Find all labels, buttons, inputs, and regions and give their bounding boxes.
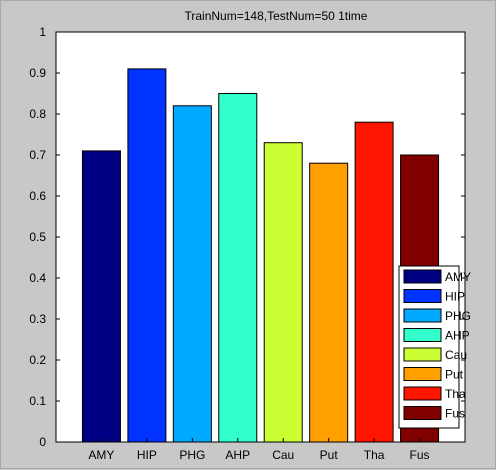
bar-put	[309, 162, 349, 443]
y-tick-label: 0.6	[29, 189, 46, 203]
bar-ahp	[218, 93, 258, 443]
y-tick-label: 0.3	[29, 312, 46, 326]
legend-label-amy: AMY	[445, 270, 471, 284]
legend-label-fus: Fus	[445, 407, 465, 421]
bar-cau	[263, 142, 303, 443]
x-tick-label: PHG	[179, 448, 205, 462]
legend-label-hip: HIP	[445, 290, 465, 304]
bar-hip	[127, 68, 167, 443]
bar-tha	[354, 121, 394, 443]
y-tick-label: 1	[39, 25, 46, 39]
legend-swatch-fus	[403, 406, 442, 420]
y-tick-label: 0.5	[29, 230, 46, 244]
legend-swatch-phg	[403, 308, 442, 323]
x-tick-label: Cau	[272, 448, 294, 462]
x-tick-label: AHP	[225, 448, 250, 462]
legend-label-put: Put	[445, 368, 464, 382]
x-tick-label: AMY	[88, 448, 114, 462]
x-tick-label: Fus	[410, 448, 430, 462]
y-tick-label: 0.9	[29, 66, 46, 80]
bar-phg	[172, 105, 212, 443]
legend-swatch-cau	[403, 347, 442, 362]
y-tick-label: 0	[39, 435, 46, 449]
legend-swatch-amy	[403, 269, 442, 284]
legend-swatch-hip	[403, 289, 442, 303]
legend-swatch-ahp	[403, 328, 442, 342]
y-tick-label: 0.8	[29, 107, 46, 121]
x-tick-label: HIP	[137, 448, 157, 462]
legend-label-phg: PHG	[445, 309, 471, 323]
legend-label-tha: Tha	[445, 387, 466, 401]
plot-area	[55, 31, 466, 443]
bar-amy	[81, 150, 121, 443]
y-tick-label: 0.2	[29, 353, 46, 367]
y-tick-label: 0.1	[29, 394, 46, 408]
x-tick-label: Put	[320, 448, 339, 462]
legend-swatch-put	[403, 367, 442, 381]
legend-label-ahp: AHP	[445, 329, 470, 343]
legend-label-cau: Cau	[445, 348, 467, 362]
y-tick-label: 0.7	[29, 148, 46, 162]
x-tick-label: Tha	[364, 448, 385, 462]
chart-title: TrainNum=148,TestNum=50 1time	[185, 9, 368, 23]
y-tick-label: 0.4	[29, 271, 46, 285]
legend-swatch-tha	[403, 386, 442, 401]
